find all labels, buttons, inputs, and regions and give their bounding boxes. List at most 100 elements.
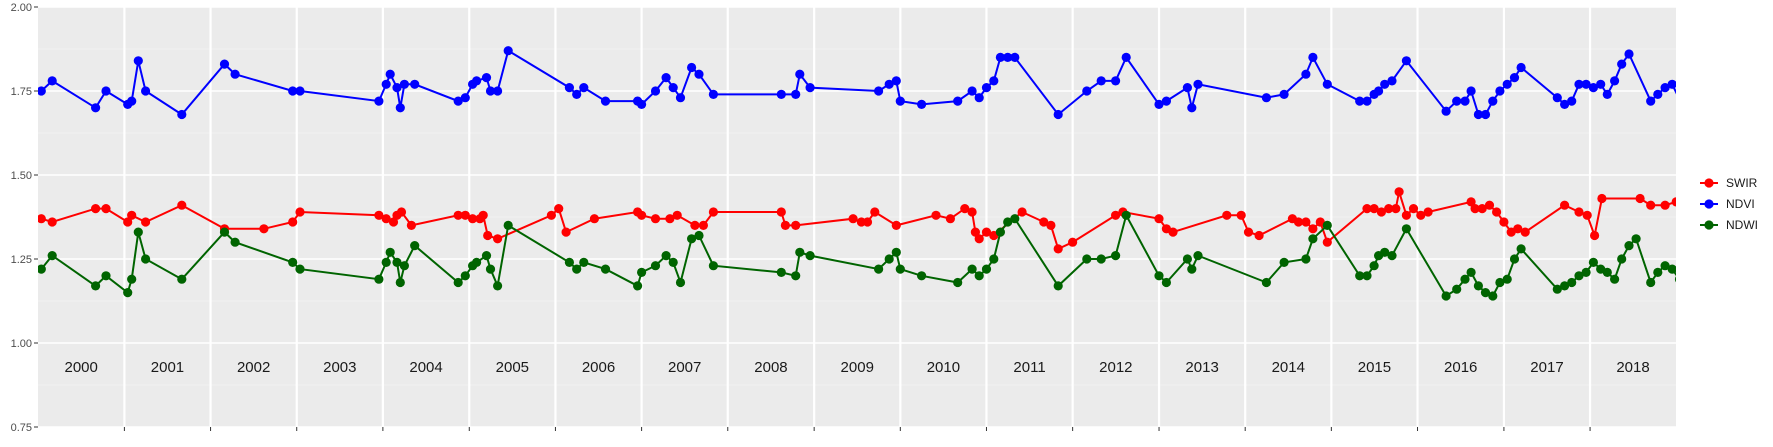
- year-labels: 2000 2001 2002 2003 2004 2005 2006 2007 2008 2009…: [65, 359, 1650, 376]
- data-point: [395, 103, 405, 113]
- data-point: [288, 86, 298, 96]
- data-point: [564, 257, 575, 267]
- data-point: [1261, 277, 1271, 288]
- y-tick-label: 0.75: [11, 422, 32, 434]
- data-point: [1053, 109, 1063, 120]
- data-point: [1768, 90, 1773, 99]
- data-point: [1452, 96, 1462, 106]
- data-point: [1560, 281, 1570, 291]
- year-label: 2001: [151, 359, 184, 376]
- data-point: [589, 214, 600, 224]
- data-point: [1466, 197, 1476, 207]
- data-point: [675, 93, 686, 103]
- data-point: [1667, 79, 1676, 89]
- data-point: [1513, 224, 1523, 234]
- data-point: [1552, 93, 1562, 103]
- data-point: [600, 264, 611, 274]
- data-point: [101, 204, 111, 214]
- series-line-ndwi: [40, 212, 1676, 298]
- data-point: [1222, 210, 1232, 220]
- legend-label: NDWI: [1726, 218, 1758, 232]
- year-label: 2002: [237, 359, 270, 376]
- data-point: [650, 214, 661, 224]
- data-point: [1355, 96, 1365, 106]
- year-label: 2010: [927, 359, 960, 376]
- data-point: [945, 214, 956, 224]
- data-point: [1369, 261, 1379, 271]
- data-point: [396, 207, 407, 217]
- data-point: [1193, 79, 1203, 89]
- data-point: [776, 207, 786, 217]
- data-point: [870, 207, 880, 217]
- data-point: [1477, 204, 1487, 214]
- data-point: [493, 234, 503, 244]
- data-point: [1068, 237, 1078, 247]
- data-point: [791, 271, 801, 281]
- data-point: [288, 217, 298, 227]
- data-point: [1046, 220, 1056, 230]
- data-point: [1380, 79, 1390, 89]
- data-point: [1631, 234, 1641, 244]
- data-point: [1380, 247, 1390, 257]
- data-point: [967, 86, 977, 96]
- data-point: [1121, 210, 1131, 220]
- data-point: [1582, 210, 1592, 220]
- data-point: [1520, 227, 1530, 237]
- data-point: [1460, 274, 1470, 284]
- data-point: [399, 79, 409, 89]
- data-point: [374, 274, 384, 284]
- data-point: [1154, 271, 1164, 281]
- year-label: 2006: [582, 359, 615, 376]
- data-point: [410, 79, 420, 89]
- legend: SWIR NDVI NDWI: [1700, 176, 1758, 232]
- data-point: [1617, 254, 1627, 264]
- data-point: [133, 56, 143, 66]
- legend-label: NDVI: [1726, 197, 1755, 211]
- data-point: [91, 204, 101, 214]
- year-label: 2003: [323, 359, 356, 376]
- data-point: [1624, 241, 1634, 251]
- data-point: [1682, 298, 1691, 307]
- data-point: [633, 281, 643, 291]
- data-point: [177, 274, 187, 284]
- data-point: [1602, 267, 1612, 277]
- data-point: [884, 79, 894, 89]
- data-point: [668, 257, 678, 267]
- data-point: [884, 254, 894, 264]
- data-point: [1499, 217, 1509, 227]
- data-point: [483, 230, 493, 241]
- data-point: [288, 257, 298, 267]
- data-point: [230, 237, 240, 247]
- data-point: [1610, 76, 1620, 86]
- y-tick-label: 1.50: [11, 170, 32, 182]
- data-point: [665, 214, 675, 224]
- series-swir: [38, 187, 1685, 254]
- data-point: [1362, 271, 1372, 281]
- data-point: [1676, 211, 1685, 220]
- data-point: [481, 251, 492, 261]
- data-point: [561, 227, 571, 237]
- data-point: [1495, 86, 1505, 96]
- data-point: [1602, 89, 1612, 99]
- data-point: [295, 86, 305, 96]
- data-point: [989, 76, 999, 86]
- legend-label: SWIR: [1726, 176, 1758, 190]
- data-point: [895, 96, 905, 106]
- data-point: [579, 257, 589, 267]
- data-point: [974, 234, 984, 244]
- data-point: [1261, 93, 1271, 103]
- data-point: [1182, 254, 1192, 264]
- data-point: [1488, 291, 1498, 301]
- data-point: [1460, 96, 1470, 106]
- data-point: [776, 89, 786, 99]
- data-point: [141, 254, 151, 264]
- year-label: 2017: [1530, 359, 1563, 376]
- data-point: [177, 109, 187, 120]
- data-point: [791, 89, 801, 99]
- data-point: [101, 86, 111, 96]
- data-point: [891, 220, 901, 230]
- data-point: [1182, 83, 1192, 93]
- data-point: [1279, 89, 1289, 99]
- data-point: [564, 83, 575, 93]
- data-point: [1667, 264, 1676, 274]
